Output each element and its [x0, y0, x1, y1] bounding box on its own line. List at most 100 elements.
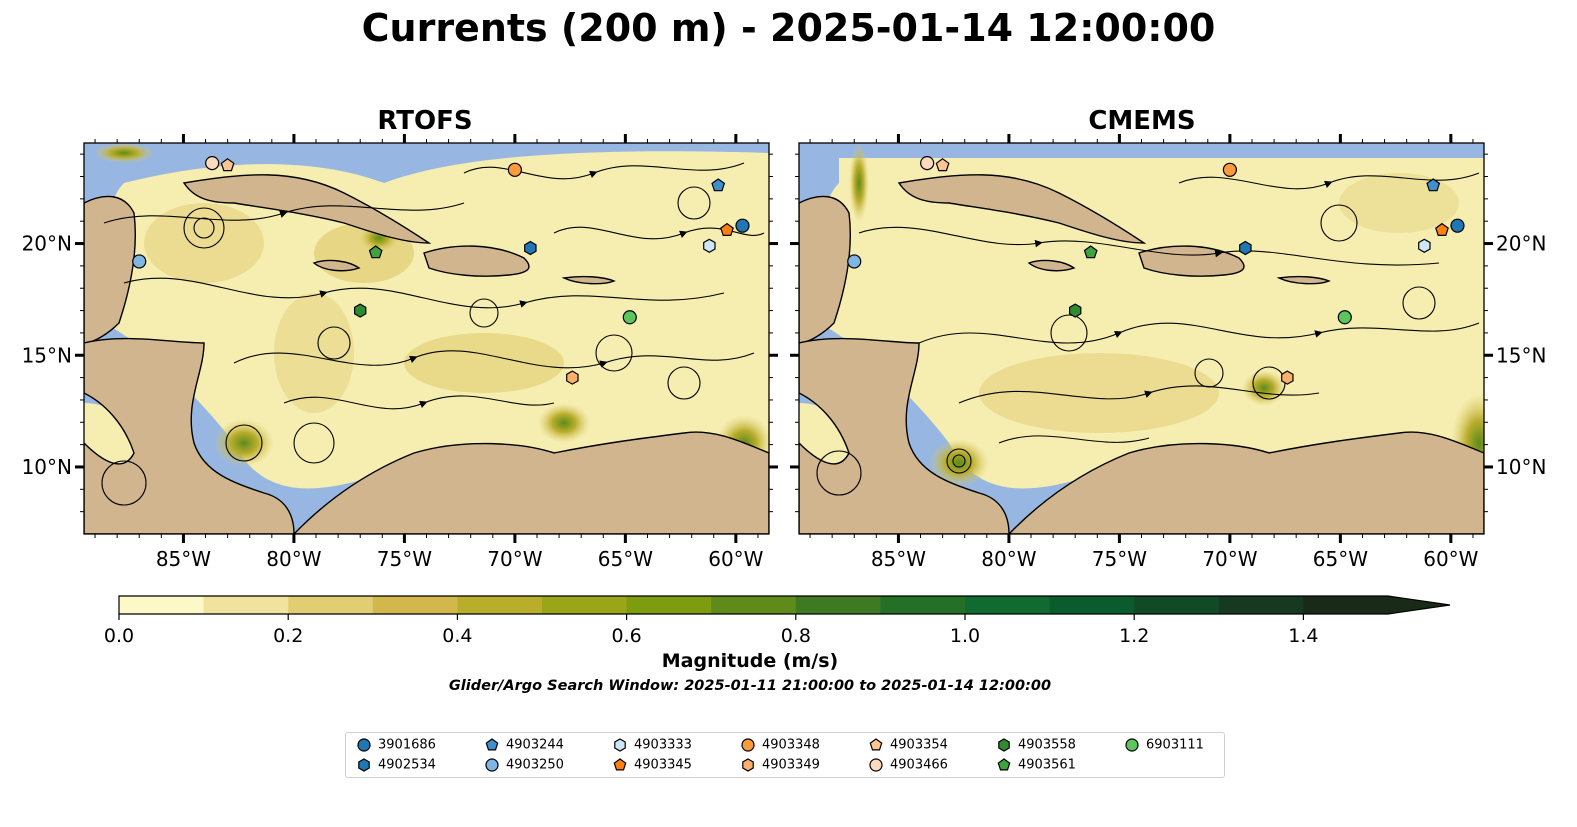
legend-label: 4903466 [890, 757, 948, 773]
float-marker-3901686 [1450, 218, 1465, 233]
float-markers-cmems [847, 156, 1465, 385]
x-tick-label: 70°W [487, 547, 542, 571]
float-markers-rtofs [132, 156, 750, 385]
puerto-rico [1276, 275, 1331, 285]
legend-item: 4903354 [868, 737, 948, 753]
legend-label: 6903111 [1146, 737, 1204, 753]
colorbar-segment [795, 596, 881, 614]
colorbar-tick-label: 0.6 [611, 625, 641, 647]
puerto-rico [561, 275, 616, 285]
float-marker-4903354 [935, 158, 950, 172]
float-marker-4903244 [711, 178, 726, 192]
yucatan [84, 195, 137, 344]
colorbar-tick-label: 1.0 [950, 625, 980, 647]
colorbar-segment [965, 596, 1051, 614]
legend-marker-circle [357, 738, 371, 752]
x-tick-label: 80°W [266, 547, 321, 571]
panel-title-cmems: CMEMS [1088, 106, 1196, 136]
legend-label: 4903333 [634, 737, 692, 753]
colorbar-segment [542, 596, 628, 614]
x-tick-label: 65°W [1313, 547, 1368, 571]
legend-marker-pentagon [997, 758, 1011, 771]
axis-ticks-rtofs: 85°W 80°W 75°W 70°W 65°W 60°W 20°N 15°N 10°N [22, 134, 778, 571]
colorbar-outline [118, 595, 1451, 615]
legend-marker-hexagon [742, 758, 754, 772]
colorbar: 0.0 0.2 0.4 0.6 0.8 1.0 1.2 1.4 [104, 595, 1451, 647]
x-tick-label: 80°W [981, 547, 1036, 571]
y-tick-label: 10°N [1496, 455, 1546, 479]
float-marker-4903349 [1281, 370, 1294, 385]
panel-title-rtofs: RTOFS [377, 106, 473, 136]
legend-marker [357, 738, 371, 752]
float-marker-4903354 [220, 158, 235, 172]
legend-marker-circle [869, 758, 883, 772]
legend-item: 4903345 [612, 757, 692, 773]
float-marker-4903561 [368, 245, 383, 259]
legend-marker [485, 738, 499, 751]
float-marker-4903558 [354, 303, 367, 318]
legend-item: 4903333 [612, 737, 692, 753]
legend-marker-pentagon [613, 758, 627, 771]
colorbar-segment [119, 596, 205, 614]
float-marker-4903345 [1435, 222, 1449, 236]
legend-marker [869, 738, 883, 751]
colorbar-segment [372, 596, 458, 614]
y-tick-label: 15°N [1496, 343, 1546, 367]
legend-marker [1125, 738, 1139, 752]
colorbar-segment [288, 596, 374, 614]
legend-marker-circle [1125, 738, 1139, 752]
legend-item: 4903348 [740, 737, 820, 753]
colorbar-tick-label: 1.4 [1288, 625, 1318, 647]
colorbar-segment [1218, 596, 1304, 614]
figure-title: Currents (200 m) - 2025-01-14 12:00:00 [361, 6, 1216, 50]
float-marker-4903348 [1222, 162, 1237, 177]
float-marker-4903466 [920, 156, 935, 171]
legend-marker [997, 758, 1011, 771]
south-america [1008, 431, 1484, 534]
hispaniola [423, 245, 530, 277]
yucatan [799, 195, 852, 344]
legend-marker [741, 738, 755, 752]
float-marker-4903333 [1418, 238, 1431, 253]
float-marker-4903250 [132, 254, 147, 269]
colorbar-segment [1134, 596, 1220, 614]
float-marker-4903558 [1068, 303, 1082, 318]
legend-marker-circle [741, 738, 755, 752]
cmems-map-panel: 85°W 80°W 75°W 70°W 65°W 60°W 20°N 15°N 10°N [790, 134, 1546, 571]
jamaica [312, 259, 361, 272]
float-marker-4903333 [703, 238, 716, 253]
colorbar-segment [711, 596, 797, 614]
legend-label: 4903345 [634, 757, 692, 773]
colorbar-tick-label: 0.8 [781, 625, 811, 647]
x-tick-label: 75°W [377, 547, 432, 571]
y-tick-label: 15°N [22, 343, 72, 367]
colorbar-tick-label: 0.2 [273, 625, 303, 647]
float-marker-4903250 [847, 254, 862, 269]
float-marker-4902534 [1239, 240, 1252, 256]
rtofs-map-panel: 85°W 80°W 75°W 70°W 65°W 60°W 20°N 15°N 10°N [22, 134, 778, 571]
x-tick-label: 70°W [1202, 547, 1257, 571]
legend-item: 4903558 [996, 737, 1076, 753]
colorbar-segment [880, 596, 966, 614]
legend-marker-hexagon [358, 758, 370, 772]
legend-label: 4903250 [506, 757, 564, 773]
float-marker-4903561 [1083, 245, 1098, 259]
legend-label: 4903561 [1018, 757, 1076, 773]
legend-label: 4903354 [890, 737, 948, 753]
x-tick-label: 65°W [598, 547, 653, 571]
float-marker-4903345 [720, 222, 734, 236]
legend-marker [485, 758, 499, 772]
legend-marker [613, 758, 627, 771]
colorbar-segment [203, 596, 289, 614]
float-marker-4903466 [205, 156, 220, 171]
float-marker-4903244 [1426, 178, 1441, 192]
legend-label: 4903244 [506, 737, 564, 753]
float-marker-6903111 [622, 310, 637, 325]
legend-label: 4902534 [378, 757, 436, 773]
float-marker-4902534 [524, 240, 537, 256]
float-marker-6903111 [1337, 310, 1352, 325]
colorbar-extend-arrow [1388, 596, 1450, 614]
legend-marker-pentagon [869, 738, 883, 751]
x-tick-label: 60°W [708, 547, 763, 571]
